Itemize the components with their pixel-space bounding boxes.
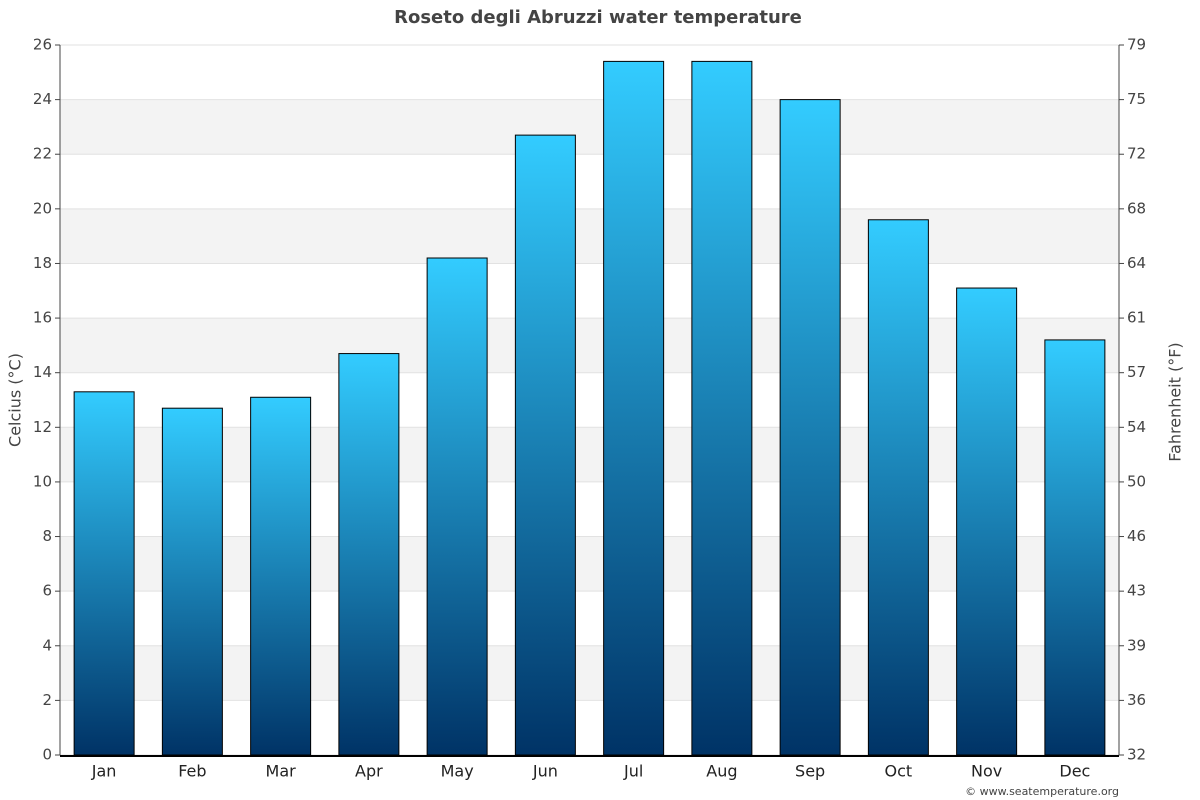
y2-tick-label: 36 (1127, 691, 1146, 709)
y2-tick-label: 54 (1127, 418, 1146, 436)
y-tick-label: 26 (33, 36, 52, 54)
y-tick-label: 4 (42, 636, 52, 654)
y2-tick-label: 64 (1127, 254, 1146, 272)
x-tick-label: Sep (795, 762, 825, 781)
y2-tick-label: 72 (1127, 145, 1146, 163)
x-tick-label: Dec (1059, 762, 1090, 781)
grid-band (60, 427, 1119, 482)
chart-title: Roseto degli Abruzzi water temperature (394, 7, 802, 28)
bar (73, 391, 135, 756)
y-tick-label: 16 (33, 309, 52, 327)
y2-tick-label: 32 (1127, 746, 1146, 764)
grid-band (60, 318, 1119, 373)
x-tick-label: Jan (91, 762, 117, 781)
bar (603, 60, 665, 756)
y-tick-label: 18 (33, 254, 52, 272)
y2-axis-title: Fahrenheit (°F) (1166, 342, 1185, 461)
y2-tick-label: 46 (1127, 527, 1146, 545)
y-tick-label: 14 (33, 363, 52, 381)
y2-tick-label: 79 (1127, 36, 1146, 54)
y2-tick-label: 57 (1127, 363, 1146, 381)
y-tick-label: 0 (42, 746, 52, 764)
x-tick-label: Jun (532, 762, 558, 781)
y-tick-label: 8 (42, 527, 52, 545)
grid-band (60, 536, 1119, 592)
bar (691, 60, 753, 756)
bar (426, 257, 488, 756)
grid-band (60, 208, 1119, 264)
y-tick-label: 6 (42, 582, 52, 600)
bar (250, 396, 312, 756)
bar (161, 407, 223, 756)
x-tick-label: Feb (178, 762, 206, 781)
bar (779, 99, 841, 756)
bar (338, 353, 400, 756)
y2-tick-label: 75 (1127, 90, 1146, 108)
x-tick-label: Nov (971, 762, 1002, 781)
y-axis-title: Celcius (°C) (6, 353, 25, 447)
bar (867, 219, 929, 756)
x-tick-label: Jul (623, 762, 643, 781)
bar (514, 134, 576, 756)
credit: © www.seatemperature.org (965, 785, 1119, 798)
x-tick-label: Apr (355, 762, 383, 781)
y2-tick-label: 43 (1127, 582, 1146, 600)
x-tick-label: May (441, 762, 474, 781)
x-tick-label: Aug (706, 762, 737, 781)
grid-band (60, 645, 1119, 701)
y-tick-label: 12 (33, 418, 52, 436)
bar (956, 287, 1018, 756)
y-tick-label: 2 (42, 691, 52, 709)
y-tick-label: 24 (33, 90, 52, 108)
y2-tick-label: 68 (1127, 199, 1146, 217)
y-tick-label: 22 (33, 145, 52, 163)
y2-tick-label: 61 (1127, 309, 1146, 327)
x-tick-label: Mar (266, 762, 297, 781)
x-tick-label: Oct (885, 762, 913, 781)
bar (1044, 339, 1106, 756)
y-tick-label: 20 (33, 199, 52, 217)
y-tick-label: 10 (33, 472, 52, 490)
grid-band (60, 99, 1119, 155)
y2-tick-label: 50 (1127, 472, 1146, 490)
y2-tick-label: 39 (1127, 636, 1146, 654)
